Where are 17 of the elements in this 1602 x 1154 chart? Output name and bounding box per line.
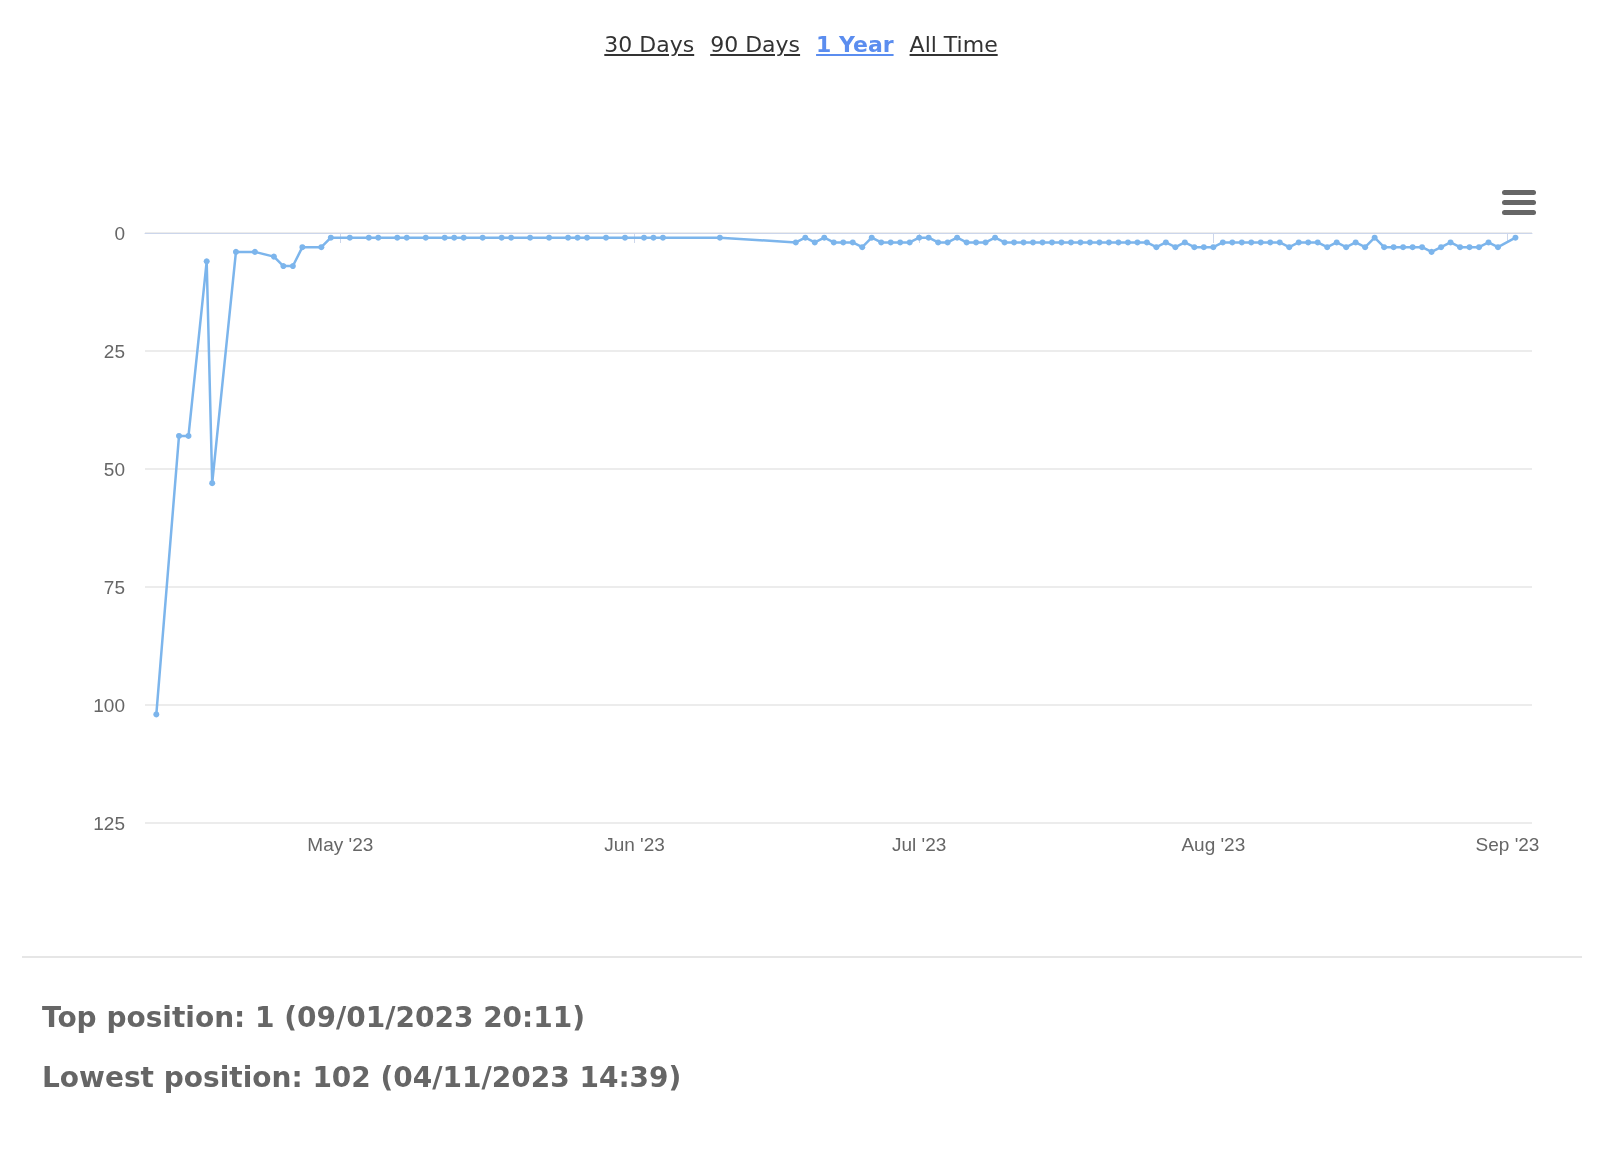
x-tick-label: May '23 xyxy=(307,834,374,855)
text: 30 Days xyxy=(604,32,695,57)
y-tick-label: 125 xyxy=(93,812,125,834)
text: 90 Days xyxy=(710,32,801,57)
x-tick-label: Jun '23 xyxy=(604,834,665,855)
y-tick-label: 75 xyxy=(103,576,125,598)
text: 1 Year xyxy=(816,32,894,57)
x-tick-label: Sep '23 xyxy=(1475,834,1540,855)
text: Top position: 1 (09/01/2023 20:11) xyxy=(42,1001,586,1034)
x-tick-label: Jul '23 xyxy=(891,834,947,855)
text: All Time xyxy=(909,32,998,57)
y-tick-label: 0 xyxy=(114,222,125,244)
x-tick-label: Aug '23 xyxy=(1181,834,1246,855)
y-tick-label: 25 xyxy=(103,340,125,362)
y-tick-label: 100 xyxy=(93,694,125,716)
y-tick-label: 50 xyxy=(103,458,125,480)
text: Lowest position: 102 (04/11/2023 14:39) xyxy=(42,1061,682,1094)
